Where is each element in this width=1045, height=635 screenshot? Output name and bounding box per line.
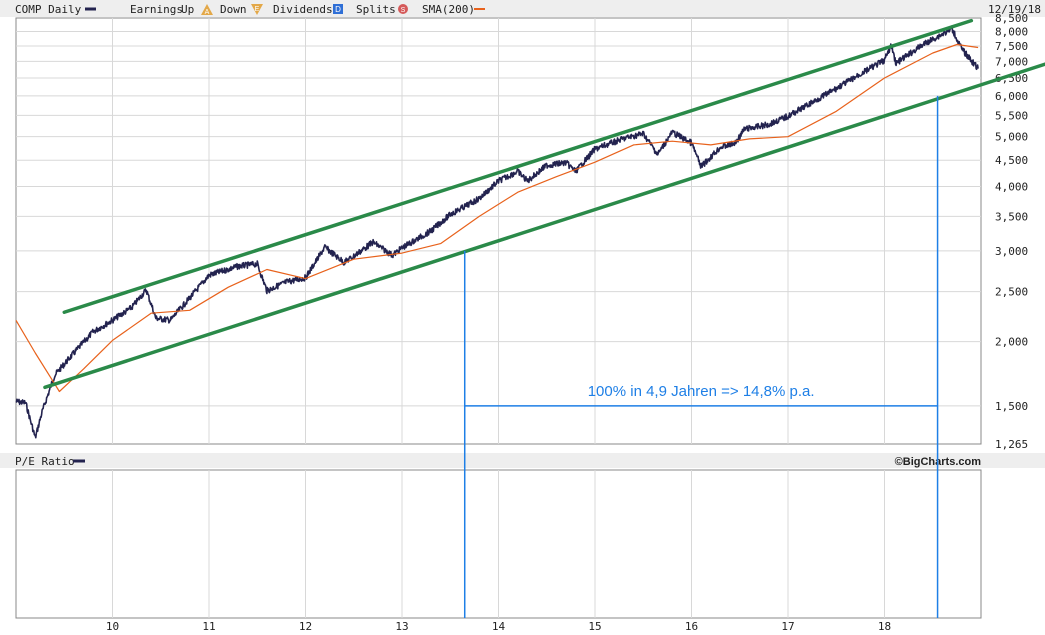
y-tick-label: 1,265 — [995, 438, 1028, 451]
splits-icon-glyph: S — [401, 7, 406, 14]
x-tick-label: 18 — [878, 620, 891, 633]
earnings-down-label: Down — [220, 3, 247, 16]
series-layer — [15, 25, 979, 439]
earnings-up-icon: A — [201, 4, 213, 16]
earnings-down-icon: E — [251, 4, 263, 15]
price-grid — [16, 18, 981, 444]
y-tick-label: 4,500 — [995, 154, 1028, 167]
channel-layer — [43, 18, 1045, 390]
x-tick-label: 13 — [395, 620, 408, 633]
annotation-text: 100% in 4,9 Jahren => 14,8% p.a. — [588, 383, 815, 400]
price-series-line — [15, 25, 979, 439]
x-tick-label: 14 — [492, 620, 506, 633]
x-tick-label: 12 — [299, 620, 312, 633]
y-tick-label: 7,500 — [995, 40, 1028, 53]
y-tick-label: 5,500 — [995, 109, 1028, 122]
y-tick-label: 7,000 — [995, 55, 1028, 68]
lower-channel-line — [43, 62, 1045, 390]
upper-channel-line — [62, 18, 974, 315]
y-tick-label: 8,000 — [995, 26, 1028, 39]
pe-ratio-label: P/E Ratio — [15, 455, 75, 468]
pe-header-bar — [0, 453, 1045, 468]
x-axis-ticks: 10 11 12 13 14 15 16 17 18 — [106, 620, 891, 633]
x-tick-label: 15 — [588, 620, 601, 633]
y-tick-label: 8,500 — [995, 12, 1028, 25]
y-tick-label: 2,000 — [995, 336, 1028, 349]
y-tick-label: 6,000 — [995, 90, 1028, 103]
symbol-label: COMP Daily — [15, 3, 82, 16]
pe-grid — [112, 470, 885, 618]
dividends-label: Dividends — [273, 3, 333, 16]
y-tick-label: 5,000 — [995, 131, 1028, 144]
sma-series-line — [15, 43, 979, 393]
earnings-label: Earnings — [130, 3, 183, 16]
dividends-icon-glyph: D — [335, 5, 341, 14]
splits-icon: S — [398, 4, 408, 14]
dividends-icon: D — [333, 4, 343, 14]
y-tick-label: 3,500 — [995, 210, 1028, 223]
x-tick-label: 10 — [106, 620, 119, 633]
y-tick-label: 1,500 — [995, 400, 1028, 413]
y-tick-label: 2,500 — [995, 286, 1028, 299]
y-tick-label: 4,000 — [995, 181, 1028, 194]
earnings-up-icon-glyph: A — [205, 9, 210, 16]
x-tick-label: 16 — [685, 620, 698, 633]
y-tick-label: 6,500 — [995, 72, 1028, 85]
splits-label: Splits — [356, 3, 396, 16]
earnings-up-label: Up — [181, 3, 194, 16]
annotation-layer — [463, 95, 939, 618]
earnings-down-icon-glyph: E — [255, 6, 260, 13]
sma-label: SMA(200) — [422, 3, 475, 16]
x-tick-label: 11 — [202, 620, 215, 633]
y-tick-label: 3,000 — [995, 245, 1028, 258]
date-label: 12/19/18 — [988, 3, 1041, 16]
x-tick-label: 17 — [781, 620, 794, 633]
